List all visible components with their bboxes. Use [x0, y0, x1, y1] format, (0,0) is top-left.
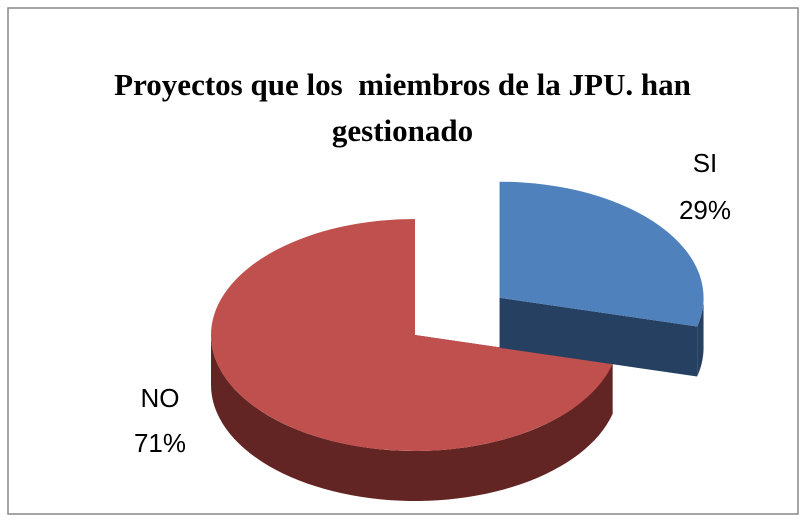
data-label-value: 71% [134, 428, 186, 458]
pie-slice [499, 181, 704, 377]
slice-outer-wall [211, 335, 613, 501]
slice-top [499, 181, 704, 327]
data-label-name: SI [693, 148, 718, 178]
slice-outer-wall [697, 297, 704, 377]
pie-slice [211, 219, 613, 501]
slice-radial-face [499, 297, 698, 377]
slice-top [211, 219, 613, 452]
data-label-name: NO [141, 383, 180, 413]
chart-title: Proyectos que los miembros de la JPU. ha… [114, 67, 699, 148]
data-label-value: 29% [679, 195, 731, 225]
